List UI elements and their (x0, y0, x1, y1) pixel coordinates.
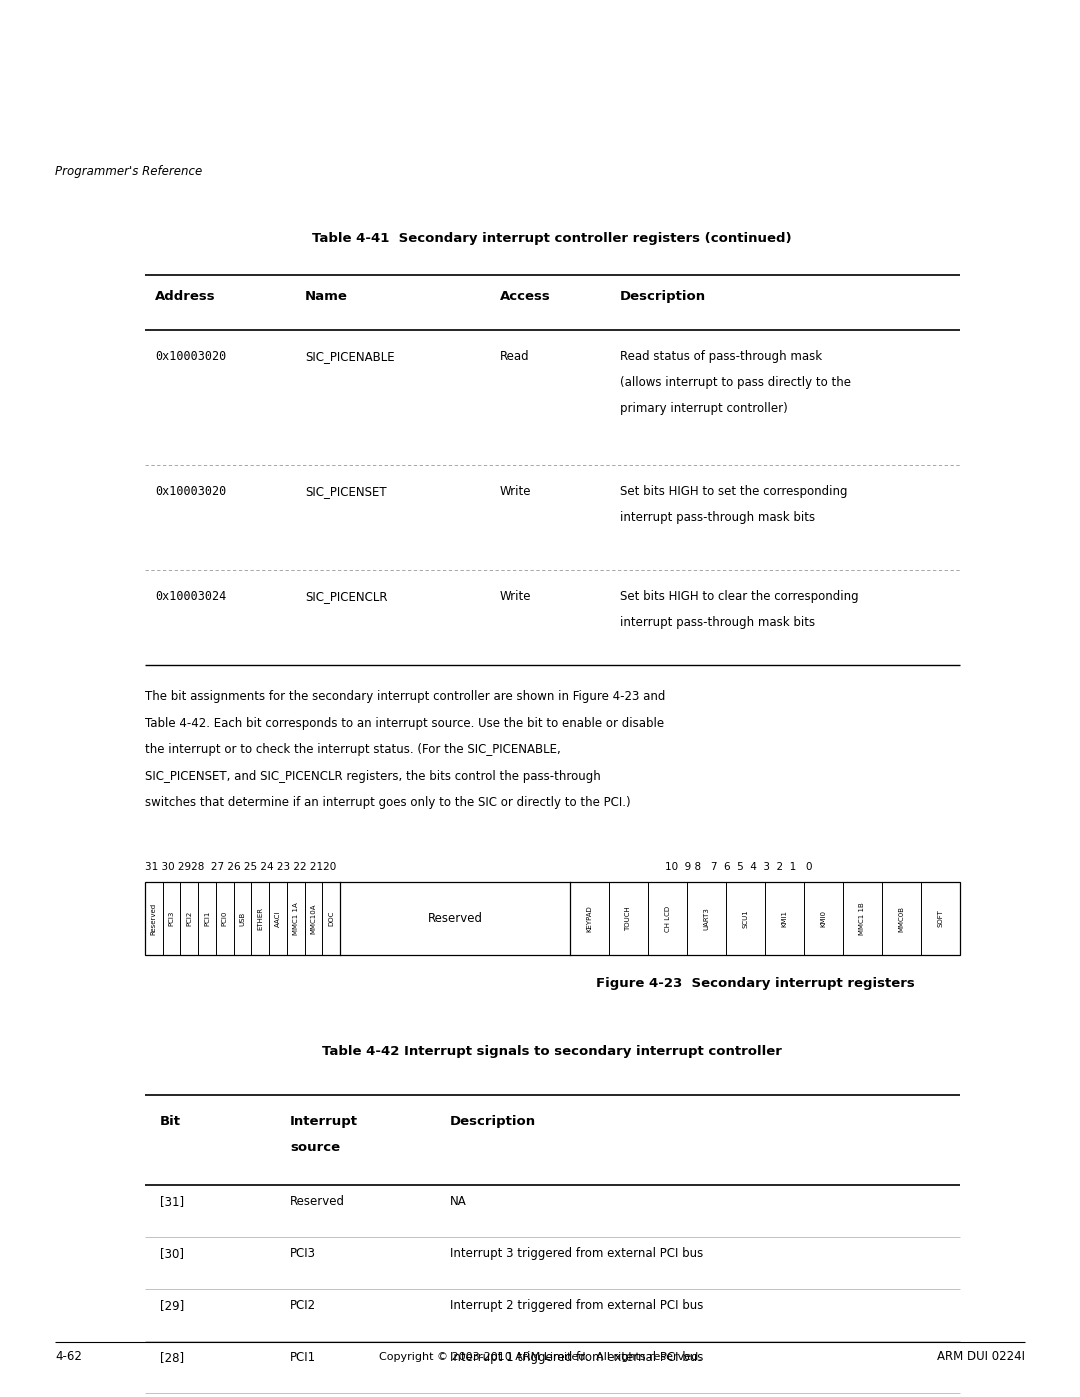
Text: CH LCD: CH LCD (664, 905, 671, 932)
Text: Figure 4-23  Secondary interrupt registers: Figure 4-23 Secondary interrupt register… (596, 977, 915, 990)
Text: the interrupt or to check the interrupt status. (For the SIC_PICENABLE,: the interrupt or to check the interrupt … (145, 743, 561, 756)
Text: Table 4-41  Secondary interrupt controller registers (continued): Table 4-41 Secondary interrupt controlle… (312, 232, 792, 244)
Text: Interrupt: Interrupt (291, 1115, 357, 1127)
Text: 0x10003024: 0x10003024 (156, 590, 226, 604)
Text: Write: Write (500, 485, 531, 497)
Text: Reserved: Reserved (291, 1194, 345, 1208)
Text: PCI0: PCI0 (221, 911, 228, 926)
Text: 4-62: 4-62 (55, 1350, 82, 1363)
Text: USB: USB (240, 911, 245, 926)
Text: (allows interrupt to pass directly to the: (allows interrupt to pass directly to th… (620, 376, 851, 388)
Text: The bit assignments for the secondary interrupt controller are shown in Figure 4: The bit assignments for the secondary in… (145, 690, 665, 703)
Text: 0x10003020: 0x10003020 (156, 351, 226, 363)
Text: MMC0B: MMC0B (899, 905, 905, 932)
Text: Address: Address (156, 291, 216, 303)
Text: SIC_PICENSET: SIC_PICENSET (305, 485, 387, 497)
Text: MMC1 1A: MMC1 1A (293, 902, 299, 935)
Text: DOC: DOC (328, 911, 334, 926)
Text: Set bits HIGH to clear the corresponding: Set bits HIGH to clear the corresponding (620, 590, 859, 604)
Text: KMI1: KMI1 (782, 909, 787, 928)
Text: ARM DUI 0224I: ARM DUI 0224I (937, 1350, 1025, 1363)
Text: primary interrupt controller): primary interrupt controller) (620, 402, 787, 415)
Text: SCU1: SCU1 (743, 909, 748, 928)
Text: Table 4-42 Interrupt signals to secondary interrupt controller: Table 4-42 Interrupt signals to secondar… (322, 1045, 782, 1058)
Text: Programmer's Reference: Programmer's Reference (55, 165, 202, 177)
Text: Interrupt 3 triggered from external PCI bus: Interrupt 3 triggered from external PCI … (450, 1248, 703, 1260)
Text: [28]: [28] (160, 1351, 184, 1363)
Text: Access: Access (500, 291, 551, 303)
Text: interrupt pass-through mask bits: interrupt pass-through mask bits (620, 511, 815, 524)
Text: Reserved: Reserved (428, 912, 483, 925)
Text: [29]: [29] (160, 1299, 185, 1312)
Text: [30]: [30] (160, 1248, 184, 1260)
Text: UART3: UART3 (703, 907, 710, 930)
Text: Name: Name (305, 291, 348, 303)
Text: 10  9 8   7  6  5  4  3  2  1   0: 10 9 8 7 6 5 4 3 2 1 0 (665, 862, 812, 872)
Text: Interrupt 1 triggered from external PCI bus: Interrupt 1 triggered from external PCI … (450, 1351, 703, 1363)
Text: Read status of pass-through mask: Read status of pass-through mask (620, 351, 822, 363)
Text: AACI: AACI (275, 911, 281, 926)
Text: Interrupt 2 triggered from external PCI bus: Interrupt 2 triggered from external PCI … (450, 1299, 703, 1312)
Text: SIC_PICENABLE: SIC_PICENABLE (305, 351, 394, 363)
Text: TOUCH: TOUCH (625, 907, 632, 930)
Text: 31 30 2928  27 26 25 24 23 22 2120: 31 30 2928 27 26 25 24 23 22 2120 (145, 862, 336, 872)
Text: PCI3: PCI3 (168, 911, 175, 926)
Text: PCI1: PCI1 (291, 1351, 316, 1363)
Text: SIC_PICENSET, and SIC_PICENCLR registers, the bits control the pass-through: SIC_PICENSET, and SIC_PICENCLR registers… (145, 770, 600, 782)
Text: KEYPAD: KEYPAD (586, 905, 593, 932)
Text: switches that determine if an interrupt goes only to the SIC or directly to the : switches that determine if an interrupt … (145, 796, 631, 809)
Text: PCI2: PCI2 (291, 1299, 316, 1312)
Text: MMC1 1B: MMC1 1B (860, 902, 865, 935)
Text: Set bits HIGH to set the corresponding: Set bits HIGH to set the corresponding (620, 485, 848, 497)
Text: SIC_PICENCLR: SIC_PICENCLR (305, 590, 388, 604)
Text: SOFT: SOFT (937, 909, 944, 928)
Text: Copyright © 2003-2010 ARM Limited.  All rights reserved.: Copyright © 2003-2010 ARM Limited. All r… (379, 1352, 701, 1362)
Text: Read: Read (500, 351, 529, 363)
Text: PCI3: PCI3 (291, 1248, 316, 1260)
Text: MMC10A: MMC10A (310, 904, 316, 933)
Text: [31]: [31] (160, 1194, 184, 1208)
Text: Description: Description (450, 1115, 536, 1127)
Text: NA: NA (450, 1194, 467, 1208)
Text: interrupt pass-through mask bits: interrupt pass-through mask bits (620, 616, 815, 629)
Text: Bit: Bit (160, 1115, 181, 1127)
Text: KMI0: KMI0 (821, 909, 826, 928)
Text: Table 4-42. Each bit corresponds to an interrupt source. Use the bit to enable o: Table 4-42. Each bit corresponds to an i… (145, 717, 664, 729)
Text: Write: Write (500, 590, 531, 604)
Text: source: source (291, 1141, 340, 1154)
Text: 0x10003020: 0x10003020 (156, 485, 226, 497)
Bar (145, 882, 960, 956)
Text: ETHER: ETHER (257, 907, 264, 930)
Text: PCI1: PCI1 (204, 911, 210, 926)
Text: Description: Description (620, 291, 706, 303)
Text: PCI2: PCI2 (187, 911, 192, 926)
Text: Reserved: Reserved (151, 902, 157, 935)
